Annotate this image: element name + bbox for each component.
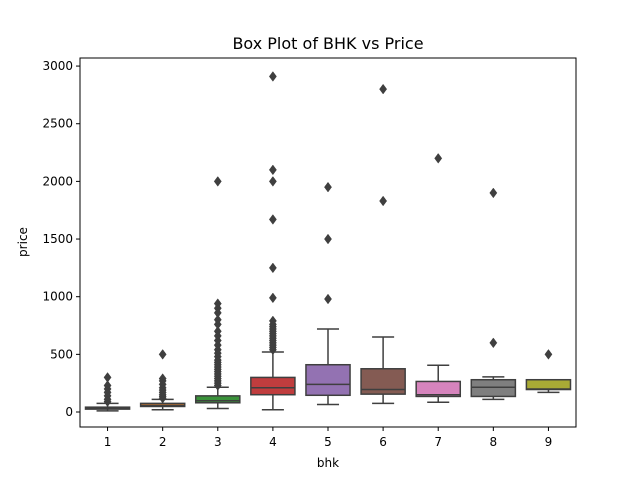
box-4 [250,376,296,396]
outlier-point [103,380,112,391]
y-tick-label: 3000 [42,59,73,73]
outlier-point [544,349,553,360]
chart-title: Box Plot of BHK vs Price [232,34,423,53]
outlier-point [434,153,443,164]
box-6 [360,368,406,395]
x-tick-label: 7 [434,435,442,449]
box-7 [415,380,462,398]
y-tick-label: 500 [50,347,73,361]
outlier-point [268,292,277,304]
x-tick-label: 9 [545,435,553,449]
y-tick-label: 1000 [42,290,73,304]
x-tick-label: 3 [214,435,222,449]
outlier-point [268,164,277,176]
outlier-point [213,326,222,337]
outlier-point [324,293,332,305]
box-9 [525,378,572,391]
outlier-point [268,262,277,274]
box-3 [194,395,241,404]
outlier-point [324,233,332,245]
y-tick-label: 2500 [42,117,73,131]
box-8 [470,378,517,398]
x-tick-label: 6 [379,435,387,449]
x-tick-label: 8 [490,435,498,449]
outlier-point [324,181,332,193]
outlier-point [268,214,277,225]
outlier-point [213,314,222,326]
y-tick-label: 2000 [42,174,73,188]
y-tick-label: 1500 [42,232,73,246]
outlier-point [489,187,498,199]
outlier-point [158,373,167,384]
outlier-point [268,315,277,327]
outlier-point [379,195,388,207]
x-tick-label: 5 [324,435,332,449]
x-tick-label: 4 [269,435,277,449]
outlier-point [213,298,222,309]
outlier-point [158,349,167,360]
outlier-point [103,372,112,383]
outlier-point [489,337,498,349]
plot-area [84,71,572,412]
y-tick-label: 0 [65,405,73,419]
x-tick-label: 2 [159,435,167,449]
outlier-point [268,176,277,187]
box-5 [305,363,351,397]
y-axis-label: price [16,227,30,257]
outlier-point [268,71,277,82]
x-axis-label: bhk [317,456,339,470]
x-tick-label: 1 [104,435,112,449]
outlier-point [213,176,222,187]
axis-ticks: 0 500 1000 1500 2000 2500 3000 1 2 3 4 5 6 7 8 9 [42,59,552,449]
outlier-point [379,83,388,95]
